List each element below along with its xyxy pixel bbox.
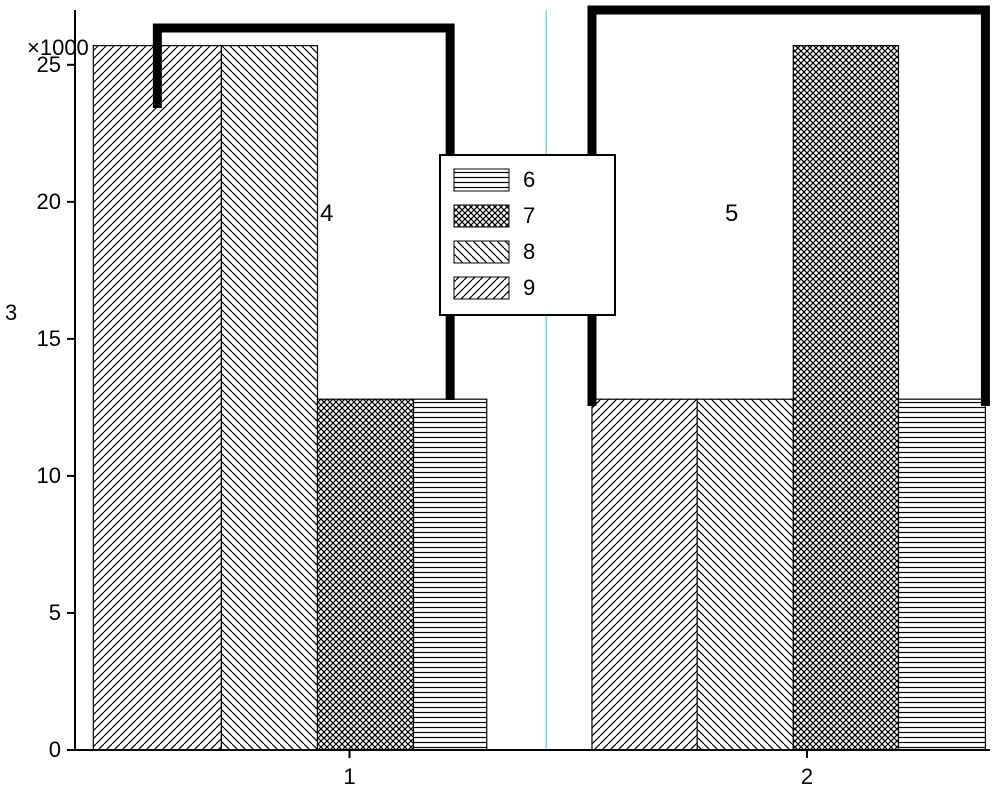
y-tick-label: 20 [37, 189, 61, 214]
y-tick-label: 15 [37, 326, 61, 351]
bar [793, 46, 898, 750]
legend-swatch [454, 277, 509, 299]
bar [697, 399, 793, 750]
y-multiplier-label: ×1000 [27, 35, 89, 61]
region-label-left: 4 [320, 200, 333, 228]
bar [93, 46, 221, 750]
bar [414, 399, 487, 750]
legend-swatch [454, 205, 509, 227]
chart-container: 051015202512 6789 ×1000 3 4 5 [0, 0, 1000, 809]
bar [899, 399, 986, 750]
legend-swatch [454, 169, 509, 191]
bar [221, 46, 317, 750]
legend-swatch [454, 241, 509, 263]
y-tick-label: 5 [49, 600, 61, 625]
legend-label: 6 [523, 167, 535, 192]
bar-chart: 051015202512 6789 [0, 0, 1000, 809]
region-label-right: 5 [725, 200, 738, 228]
x-tick-label: 2 [801, 764, 813, 789]
bar [592, 399, 697, 750]
legend-label: 9 [523, 275, 535, 300]
y-tick-label: 10 [37, 463, 61, 488]
bar [317, 399, 413, 750]
legend-label: 8 [523, 239, 535, 264]
legend-label: 7 [523, 203, 535, 228]
x-tick-label: 1 [343, 764, 355, 789]
y-axis-side-number: 3 [5, 300, 17, 326]
y-tick-label: 0 [49, 737, 61, 762]
